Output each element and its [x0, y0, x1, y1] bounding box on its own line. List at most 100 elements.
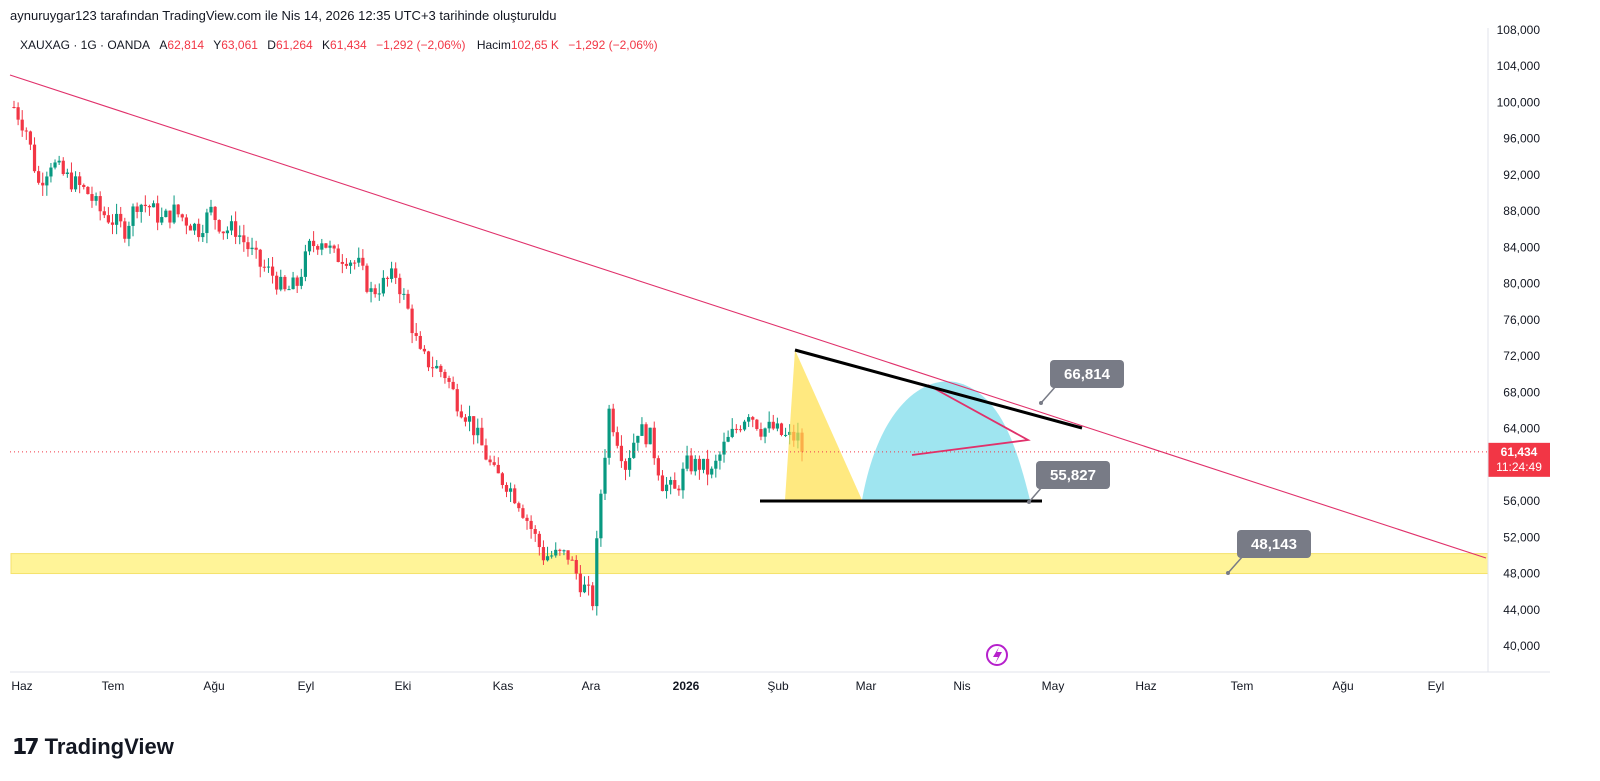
candle-body [632, 442, 636, 458]
resistance-line[interactable] [794, 348, 1083, 430]
price-tag[interactable] [1488, 442, 1550, 477]
candle-body [373, 288, 377, 295]
candle-body [353, 262, 357, 264]
callout-66814-box[interactable] [1050, 360, 1124, 388]
y-tick-label: 44,000 [1503, 603, 1540, 617]
candle-body [513, 488, 517, 504]
candle-body [529, 520, 533, 530]
candle-body [135, 206, 139, 212]
candle-body [279, 276, 283, 290]
chart-caption: aynuruygar123 tarafından TradingView.com… [10, 8, 557, 23]
callout-48143-anchor [1226, 571, 1230, 575]
candle-body [348, 262, 353, 266]
y-tick-label: 72,000 [1503, 349, 1540, 363]
x-tick-label: Eyl [1428, 679, 1445, 693]
pennant-pattern[interactable] [911, 384, 1031, 456]
event-lightning-icon[interactable] [986, 644, 1008, 666]
price-tag-value: 61,434 [1501, 445, 1538, 459]
candle-body [201, 233, 205, 238]
candle-body [550, 555, 554, 557]
candle-body [697, 458, 701, 470]
candle-body [439, 365, 443, 372]
symbol-name[interactable]: XAUXAG · 1G · OANDA [20, 38, 150, 52]
candle-body [229, 221, 234, 231]
candle-body [156, 203, 160, 223]
x-tick-label: Şub [767, 679, 789, 693]
candle-body [123, 221, 127, 239]
x-tick-label: May [1042, 679, 1065, 693]
candle-body [410, 308, 414, 334]
x-tick-label: Haz [1135, 679, 1156, 693]
candle-body [541, 547, 546, 561]
candle-body [706, 458, 710, 475]
close-value: 61,434 [330, 38, 367, 52]
candle-body [435, 365, 439, 369]
high-label: Y [213, 38, 222, 52]
x-tick-label: Ağu [1332, 679, 1353, 693]
candle-body [418, 335, 422, 349]
candle-body [221, 231, 225, 234]
candle-body [295, 277, 299, 286]
candle-body [722, 441, 726, 455]
candle-body [106, 215, 110, 223]
candle-body [656, 458, 660, 476]
candle-body [65, 172, 69, 175]
candle-body [726, 436, 730, 442]
candle-body [562, 550, 566, 552]
open-label: A [159, 38, 168, 52]
candle-body [521, 508, 525, 518]
candle-body [119, 213, 123, 222]
close-label: K [322, 38, 331, 52]
candle-body [225, 230, 230, 234]
candle-body [484, 445, 488, 460]
y-tick-label: 104,000 [1497, 59, 1541, 73]
candle-body [537, 533, 541, 548]
candle-body [90, 194, 94, 201]
downtrend-line[interactable] [9, 74, 1487, 559]
x-tick-label: Haz [11, 679, 32, 693]
candle-body [45, 176, 49, 186]
callout-55827-box[interactable] [1036, 461, 1110, 489]
candle-body [644, 424, 648, 445]
candle-body [714, 460, 718, 469]
y-tick-label: 88,000 [1503, 204, 1540, 218]
brand-logo[interactable]: 𝟭𝟳 TradingView [12, 734, 174, 760]
candle-body [246, 242, 250, 250]
candle-body [447, 378, 451, 382]
candle-body [636, 435, 640, 443]
lightning-glyph-icon [993, 647, 1002, 664]
callout-55827-label: 55,827 [1050, 467, 1096, 484]
candle-body [234, 221, 238, 237]
callout-48143-box[interactable] [1237, 530, 1311, 558]
candle-body [151, 203, 156, 208]
cup-pattern[interactable] [862, 381, 1030, 500]
candle-body [324, 243, 328, 248]
candle-body [488, 459, 492, 463]
candle-body [607, 408, 611, 458]
candle-body [115, 213, 119, 225]
candle-body [467, 416, 472, 422]
candle-body [86, 186, 90, 195]
candle-body [603, 457, 607, 494]
candle-body [701, 458, 706, 470]
tradingview-logo-icon: 𝟭𝟳 [12, 734, 40, 759]
candle-body [291, 277, 295, 290]
candle-body [127, 225, 131, 239]
candle-body [270, 266, 275, 276]
candle-body [586, 584, 591, 586]
candle-body [509, 488, 513, 492]
y-tick-label: 56,000 [1503, 494, 1540, 508]
triangle-pattern[interactable] [785, 350, 862, 500]
candle-body [517, 503, 521, 509]
candle-body [570, 559, 574, 561]
candle-body [336, 248, 340, 262]
candle-body [472, 416, 476, 436]
candle-body [316, 246, 320, 250]
x-tick-label: Nis [953, 679, 970, 693]
y-tick-label: 76,000 [1503, 313, 1540, 327]
candle-body [582, 584, 587, 593]
symbol-legend: XAUXAG · 1G · OANDA A62,814 Y63,061 D61,… [20, 38, 666, 52]
candle-body [41, 182, 45, 186]
x-tick-label: Mar [856, 679, 877, 693]
